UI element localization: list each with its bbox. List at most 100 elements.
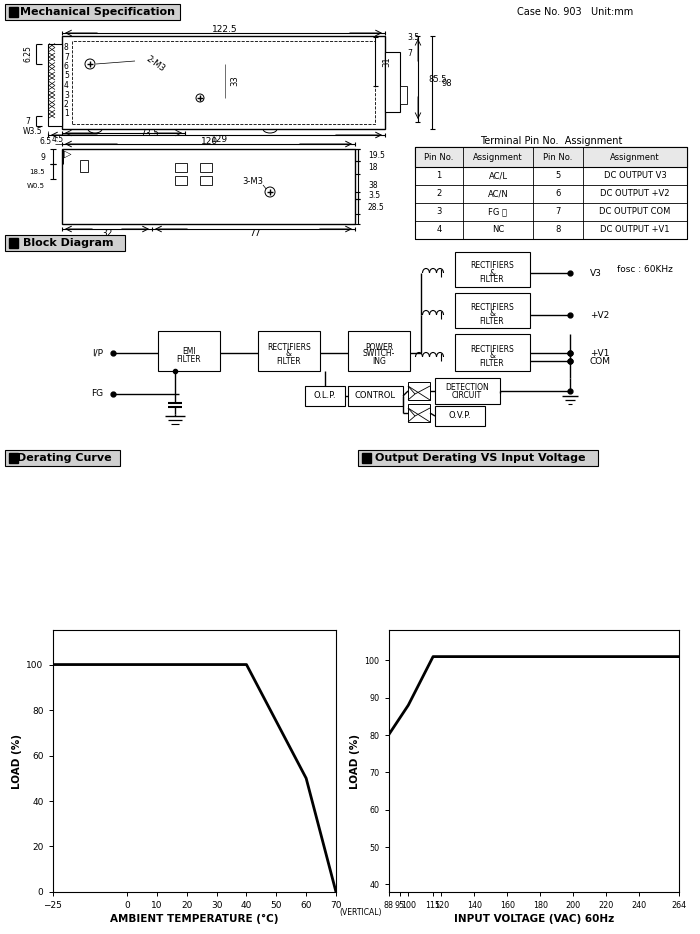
Text: 2: 2 [436,190,442,199]
Text: 18: 18 [368,163,377,173]
Text: DC OUTPUT +V2: DC OUTPUT +V2 [601,190,670,199]
Text: CIRCUIT: CIRCUIT [452,390,482,400]
Bar [175,176,187,185]
Text: POWER: POWER [365,343,393,351]
Bar [200,163,212,172]
Text: Mechanical Specification: Mechanical Specification [20,7,176,17]
Text: Terminal Pin No.  Assignment: Terminal Pin No. Assignment [480,136,622,146]
Text: 3.5: 3.5 [407,34,419,43]
Text: 4: 4 [436,225,442,234]
Bar [348,386,403,406]
Bar [5,450,120,466]
Text: 4: 4 [64,81,69,90]
Text: FILTER: FILTER [176,355,202,363]
Text: &: & [489,268,495,277]
Bar [5,4,180,20]
Text: Output Derating VS Input Voltage: Output Derating VS Input Voltage [374,453,585,463]
Y-axis label: LOAD (%): LOAD (%) [350,734,360,788]
Text: 73.5: 73.5 [141,130,160,138]
Text: 7: 7 [26,117,30,125]
Text: Pin No.: Pin No. [543,152,573,162]
Bar [408,382,430,400]
Text: SWITCH-: SWITCH- [363,349,396,359]
Y-axis label: LOAD (%): LOAD (%) [12,734,22,788]
Text: 8: 8 [64,43,69,52]
Text: RECTIFIERS: RECTIFIERS [267,343,311,351]
Text: 33: 33 [230,76,239,86]
Text: 120: 120 [202,136,218,146]
Text: ▷: ▷ [64,149,71,159]
Text: I/P: I/P [92,348,103,358]
Text: 1: 1 [436,172,442,180]
Text: &: & [489,309,495,318]
Bar [175,163,187,172]
Text: 9: 9 [40,152,45,162]
Text: 3-M3: 3-M3 [242,177,263,187]
Circle shape [265,187,275,197]
Bar [362,453,371,463]
Text: FILTER: FILTER [480,359,504,367]
Text: 2-M3: 2-M3 [144,54,166,74]
Text: W0.5: W0.5 [27,183,45,189]
Text: NC: NC [492,225,504,234]
Bar [348,331,410,371]
Text: RECTIFIERS: RECTIFIERS [470,345,514,353]
Text: 8: 8 [555,225,561,234]
Text: 31: 31 [382,57,391,67]
Text: FG ⻒: FG ⻒ [489,207,508,217]
Text: DETECTION: DETECTION [445,384,489,392]
Text: (VERTICAL): (VERTICAL) [339,908,382,917]
Bar [5,235,125,251]
Text: 3: 3 [436,207,442,217]
Bar [455,293,530,328]
Text: 2: 2 [64,100,69,109]
Text: &: & [489,351,495,361]
Text: 6.25: 6.25 [24,46,32,63]
Text: 6.5: 6.5 [40,136,52,146]
Bar [200,176,212,185]
Bar [455,334,530,371]
Text: 7: 7 [555,207,561,217]
Text: DC OUTPUT COM: DC OUTPUT COM [599,207,671,217]
Bar [435,378,500,404]
Text: DC OUTPUT V3: DC OUTPUT V3 [603,172,666,180]
Text: 77: 77 [249,229,260,237]
Text: FILTER: FILTER [480,317,504,326]
Bar [62,36,385,129]
Text: RECTIFIERS: RECTIFIERS [470,262,514,271]
Circle shape [196,94,204,102]
Text: Derating Curve: Derating Curve [17,453,111,463]
Text: 19.5: 19.5 [368,150,385,160]
X-axis label: AMBIENT TEMPERATURE (°C): AMBIENT TEMPERATURE (°C) [110,914,279,925]
Text: O.L.P.: O.L.P. [314,391,336,401]
Text: 28.5: 28.5 [368,203,385,211]
Text: 1: 1 [64,109,69,119]
Bar [9,238,18,248]
Text: AC/N: AC/N [488,190,508,199]
Text: +V2: +V2 [590,310,609,319]
Text: 3.5: 3.5 [368,191,380,201]
Text: 18.5: 18.5 [29,169,45,175]
Text: Block Diagram: Block Diagram [22,238,113,248]
Text: 38: 38 [368,181,377,191]
Bar [48,44,62,126]
Text: +V1: +V1 [590,348,610,358]
Text: Assignment: Assignment [610,152,660,162]
Bar [9,7,18,17]
Text: Assignment: Assignment [473,152,523,162]
Text: FILTER: FILTER [480,276,504,285]
Text: Case No. 903   Unit:mm: Case No. 903 Unit:mm [517,7,633,17]
Bar [9,453,18,463]
Bar [305,386,345,406]
Bar [62,149,355,224]
Text: W3.5: W3.5 [23,126,43,135]
X-axis label: INPUT VOLTAGE (VAC) 60Hz: INPUT VOLTAGE (VAC) 60Hz [454,914,614,924]
Text: 4.5: 4.5 [52,134,64,144]
Bar [408,404,430,422]
Text: 129: 129 [211,134,229,144]
Text: Pin No.: Pin No. [424,152,454,162]
Bar [80,160,88,172]
Bar [415,147,687,239]
Bar [358,450,598,466]
Text: O.V.P.: O.V.P. [449,412,471,420]
